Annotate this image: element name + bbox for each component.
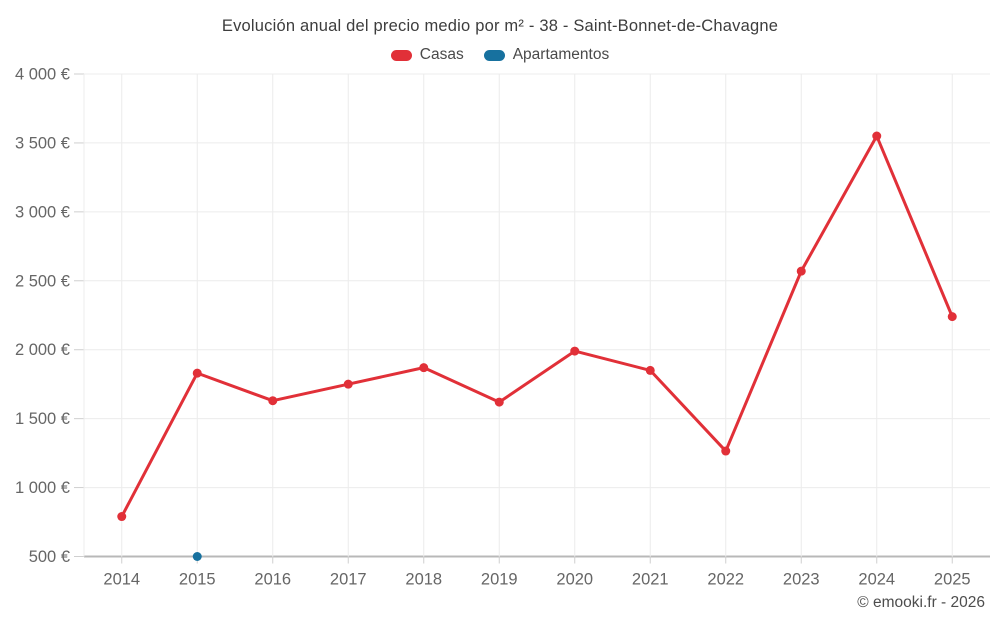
x-tick-label: 2018 [405,571,442,589]
x-tick-label: 2022 [707,571,744,589]
x-tick-label: 2015 [179,571,216,589]
y-tick-label: 1 000 € [15,479,70,497]
x-tick-label: 2024 [858,571,895,589]
x-tick-label: 2019 [481,571,518,589]
legend-item-casas[interactable]: Casas [390,46,464,64]
data-point-casas-2018[interactable] [419,363,429,373]
data-point-casas-2015[interactable] [192,368,202,378]
data-point-casas-2017[interactable] [343,379,353,389]
y-tick-label: 3 000 € [15,203,70,221]
legend-swatch-apartamentos [483,49,505,61]
data-point-casas-2025[interactable] [947,312,957,322]
chart-legend: Casas Apartamentos [0,46,1000,64]
data-point-apartamentos-2015[interactable] [192,552,202,561]
y-tick-label: 2 500 € [15,272,70,290]
data-point-casas-2024[interactable] [872,131,882,141]
y-tick-label: 2 000 € [15,341,70,359]
x-tick-label: 2023 [783,571,820,589]
y-tick-label: 4 000 € [15,66,70,84]
data-point-casas-2016[interactable] [268,396,278,406]
x-tick-label: 2020 [556,571,593,589]
x-tick-label: 2016 [254,571,291,589]
x-tick-label: 2017 [330,571,367,589]
legend-swatch-casas [390,49,412,61]
copyright-footer: © emooki.fr - 2026 [857,594,985,611]
data-point-casas-2022[interactable] [721,446,731,456]
x-tick-label: 2025 [934,571,971,589]
chart-title: Evolución anual del precio medio por m² … [221,17,779,35]
data-point-casas-2021[interactable] [645,365,655,375]
data-point-casas-2019[interactable] [494,397,504,407]
x-tick-label: 2014 [103,571,140,589]
legend-label: Casas [419,46,464,63]
x-tick-label: 2021 [632,571,669,589]
data-point-casas-2020[interactable] [570,346,580,356]
legend-item-apartamentos[interactable]: Apartamentos [483,46,610,64]
series-line-casas [120,134,954,519]
data-point-casas-2014[interactable] [117,512,127,522]
y-tick-label: 3 500 € [15,134,70,152]
legend-label: Apartamentos [512,46,610,63]
y-tick-label: 1 500 € [15,410,70,428]
y-tick-label: 500 € [29,548,70,566]
data-point-casas-2023[interactable] [796,266,806,276]
